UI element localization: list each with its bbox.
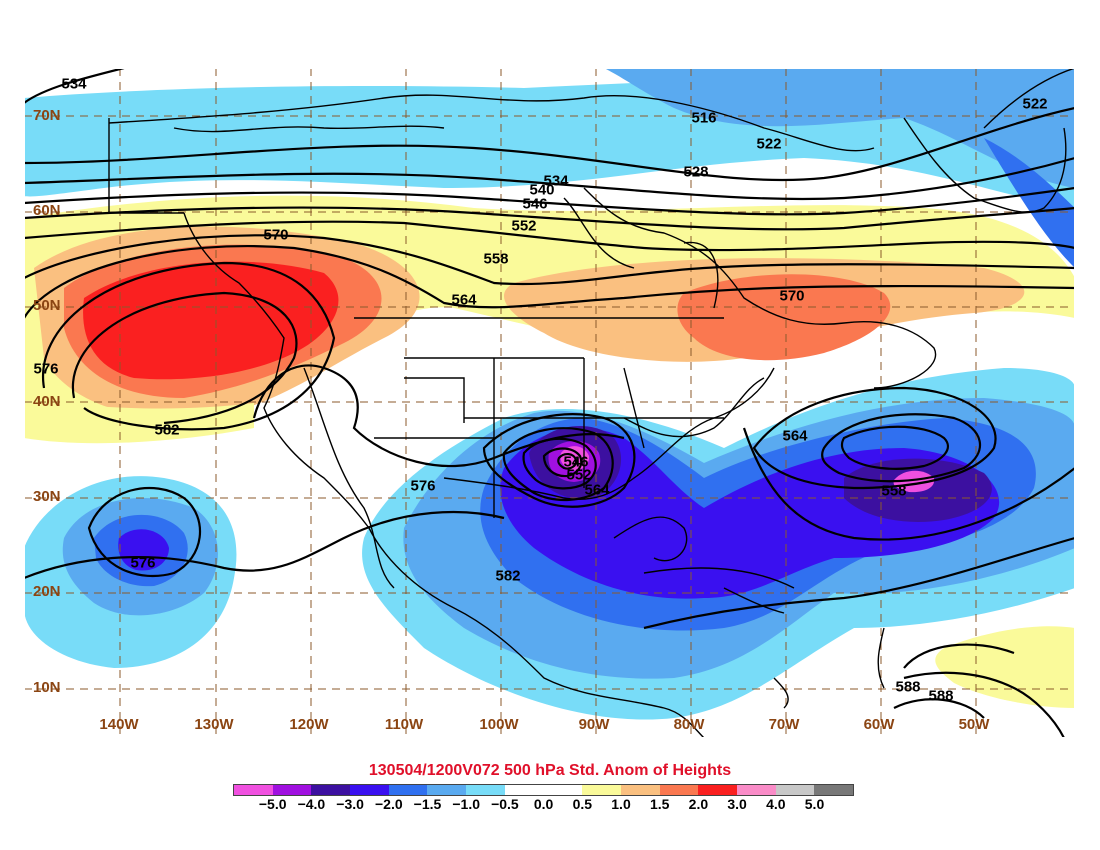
contour-label: 570 (779, 287, 805, 305)
longitude-label: 60W (863, 716, 895, 733)
contour-label: 558 (483, 250, 509, 268)
latitude-label: 40N (33, 393, 61, 410)
legend-swatch (466, 785, 505, 795)
legend-tick-label: −2.0 (374, 796, 403, 812)
legend-swatch (775, 785, 815, 795)
latitude-label: 20N (33, 583, 61, 600)
legend-swatch (659, 785, 699, 795)
atlantic-low-core-2 (893, 470, 935, 493)
height-contours (24, 68, 1075, 738)
southeast-positive (935, 626, 1075, 708)
contour-label: 522 (1022, 95, 1048, 113)
contour-label: 534 (543, 172, 569, 190)
contour-label: 582 (154, 421, 180, 439)
legend-tick-label: −0.5 (491, 796, 519, 812)
longitude-label: 120W (289, 716, 329, 733)
longitude-label: 80W (673, 716, 705, 733)
legend-swatch (814, 785, 853, 795)
contour-label: 540 (529, 181, 555, 199)
contour-label: 528 (683, 163, 709, 181)
longitude-label: 70W (768, 716, 800, 733)
contour-label: 534 (61, 75, 87, 93)
legend-swatch (736, 785, 776, 795)
graticule (24, 68, 1075, 738)
legend-tick-label: 1.0 (611, 796, 631, 812)
contour-label: 564 (584, 481, 610, 499)
legend-tick-label: 5.0 (804, 796, 825, 812)
arctic-negative-mid (604, 68, 1075, 188)
legend-tick-label: −1.0 (452, 796, 481, 812)
legend-tick-label: 0.5 (572, 796, 593, 812)
latitude-label: 70N (33, 107, 61, 124)
pacific-low-core (118, 529, 169, 571)
contour-label: 576 (130, 554, 156, 572)
contour-label: 576 (33, 360, 59, 378)
legend-tick-label: 3.0 (727, 796, 747, 812)
contour-label: 576 (410, 477, 436, 495)
contour-label: 582 (495, 567, 521, 585)
contour-label: 546 (522, 195, 548, 213)
latitude-label: 60N (33, 202, 61, 219)
legend-swatch (620, 785, 660, 795)
longitude-label: 110W (384, 716, 424, 733)
legend-tick-label: 4.0 (766, 796, 786, 812)
contour-label: 552 (511, 217, 537, 235)
contour-label: 558 (881, 482, 907, 500)
latitude-label: 10N (33, 679, 61, 696)
legend-tick-label: −1.5 (413, 796, 442, 812)
legend-swatch (272, 785, 312, 795)
color-legend (233, 784, 854, 796)
legend-tick-label: 0.0 (533, 796, 554, 812)
contour-label: 588 (895, 678, 921, 696)
legend-swatch (311, 785, 351, 795)
west-ridge-anomaly-3 (83, 261, 339, 380)
coastlines (108, 68, 1075, 738)
contour-label: 546 (563, 453, 589, 471)
contour-label: 516 (691, 109, 717, 127)
longitude-label: 100W (479, 716, 519, 733)
contour-label: 570 (263, 226, 289, 244)
legend-swatch (504, 785, 544, 795)
longitude-label: 130W (194, 716, 234, 733)
legend-swatch (350, 785, 389, 795)
legend-tick-label: −4.0 (297, 796, 326, 812)
legend-swatch (427, 785, 467, 795)
legend-swatch (234, 785, 273, 795)
map-panel: 534 516 522 528 534 540 546 552 558 564 … (24, 68, 1075, 738)
legend-swatch (582, 785, 621, 795)
anomaly-map (24, 68, 1075, 738)
contour-label: 564 (782, 427, 808, 445)
contour-label: 552 (566, 466, 592, 484)
legend-tick-label: 2.0 (688, 796, 709, 812)
legend-tick-label: 1.5 (649, 796, 670, 812)
latitude-label: 30N (33, 488, 61, 505)
longitude-label: 50W (958, 716, 990, 733)
legend-swatch (388, 785, 428, 795)
legend-labels: −5.0 −4.0 −3.0 −2.0 −1.5 −1.0 −0.5 0.0 0.5 1.0 1.5… (0, 796, 1100, 816)
map-title: 130504/1200V072 500 hPa Std. Anom of Hei… (368, 762, 732, 779)
pacific-south-positive (24, 398, 254, 444)
contour-label: 588 (928, 687, 954, 705)
contour-label: 564 (451, 291, 477, 309)
contour-label: 522 (756, 135, 782, 153)
legend-tick-label: −5.0 (258, 796, 287, 812)
legend-tick-label: −3.0 (336, 796, 364, 812)
greenland-negative (984, 138, 1075, 268)
longitude-label: 140W (99, 716, 139, 733)
longitude-label: 90W (578, 716, 610, 733)
latitude-label: 50N (33, 297, 61, 314)
legend-swatch (698, 785, 737, 795)
legend-swatch (543, 785, 583, 795)
